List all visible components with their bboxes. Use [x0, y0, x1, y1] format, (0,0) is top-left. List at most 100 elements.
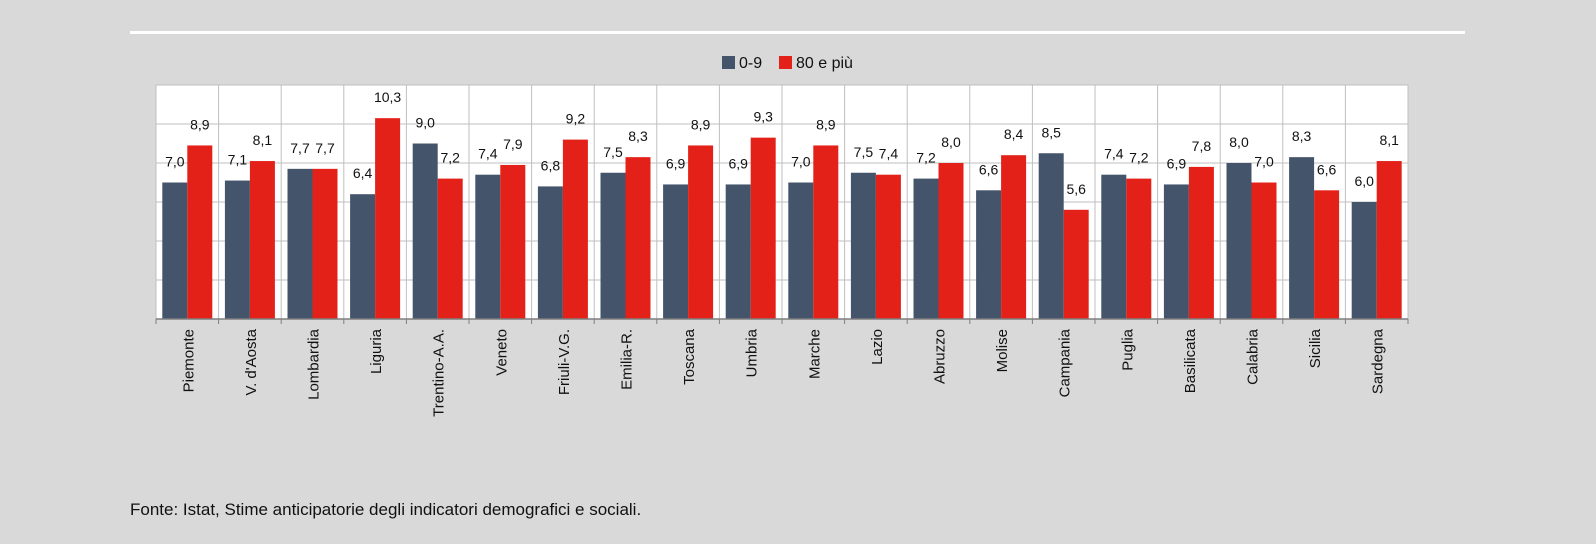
x-tick-label: Basilicata [1182, 328, 1199, 393]
x-tick-label: Trentino-A.A. [431, 329, 448, 417]
bar [224, 180, 250, 319]
bar [1314, 190, 1340, 319]
x-tick-label: Calabria [1245, 328, 1262, 385]
x-tick-label: Marche [806, 329, 823, 379]
bar [475, 174, 501, 319]
data-label: 7,0 [165, 154, 185, 170]
data-label: 8,5 [1041, 124, 1061, 140]
data-label: 8,9 [190, 116, 210, 132]
data-label: 7,8 [1192, 138, 1212, 154]
bar [750, 137, 776, 319]
data-label: 7,4 [1104, 146, 1124, 162]
data-label: 6,6 [979, 161, 999, 177]
x-tick-label: Sardegna [1370, 328, 1387, 394]
data-label: 6,9 [1167, 155, 1187, 171]
data-label: 6,8 [541, 157, 561, 173]
bar [249, 161, 275, 319]
bar [412, 143, 438, 319]
data-label: 7,0 [791, 154, 811, 170]
bar [600, 172, 626, 319]
data-label: 5,6 [1066, 181, 1086, 197]
bar [1126, 178, 1152, 319]
x-tick-label: Piemonte [180, 329, 197, 392]
data-label: 6,9 [728, 155, 748, 171]
data-label: 9,3 [753, 109, 773, 125]
data-label: 7,5 [854, 144, 874, 160]
data-label: 9,2 [566, 111, 586, 127]
x-tick-label: Emilia-R. [619, 329, 636, 390]
bar [1101, 174, 1127, 319]
bar [500, 164, 526, 319]
bar [1038, 153, 1064, 319]
data-label: 8,0 [941, 134, 961, 150]
data-label: 7,2 [440, 150, 460, 166]
data-label: 6,9 [666, 155, 686, 171]
x-tick-label: Toscana [681, 328, 698, 385]
bar [688, 145, 714, 319]
x-tick-label: Puglia [1119, 328, 1136, 370]
data-label: 8,0 [1229, 134, 1249, 150]
data-label: 7,5 [603, 144, 623, 160]
bar [1001, 155, 1027, 319]
bar [1226, 163, 1252, 319]
bar [875, 174, 901, 319]
data-label: 7,4 [879, 146, 899, 162]
x-tick-label: Abruzzo [932, 329, 949, 384]
data-label: 7,1 [228, 152, 248, 168]
x-tick-label: Lazio [869, 329, 886, 365]
bar [625, 157, 651, 319]
legend-swatch [779, 56, 792, 69]
x-tick-label: Umbria [744, 328, 761, 377]
data-label: 7,7 [315, 140, 335, 156]
bar-chart: 7,0 7,1 7,7 6,4 9,0 7,4 6,8 7,5 6,9 6,9 7,0 7,5 7,2 6… [155, 55, 1409, 417]
bar [938, 163, 964, 319]
bar [788, 182, 814, 319]
bar [375, 118, 401, 320]
legend-label: 80 e più [796, 55, 853, 72]
data-label: 10,3 [374, 89, 401, 105]
bar [1188, 166, 1214, 319]
bar [850, 172, 876, 319]
data-label: 8,3 [628, 128, 648, 144]
x-tick-label: Campania [1057, 328, 1074, 397]
data-label: 6,0 [1354, 173, 1374, 189]
x-tick-label: Sicilia [1307, 328, 1324, 368]
source-note: Fonte: Istat, Stime anticipatorie degli … [130, 500, 642, 519]
top-divider [130, 31, 1465, 34]
legend-swatch [722, 56, 735, 69]
bar [1376, 161, 1402, 319]
data-label: 7,0 [1254, 154, 1274, 170]
bar [1251, 182, 1277, 319]
bar [350, 194, 376, 319]
data-label: 8,9 [691, 116, 711, 132]
bar [162, 182, 188, 319]
bar [562, 139, 588, 319]
data-label: 8,4 [1004, 126, 1024, 142]
bar [437, 178, 463, 319]
data-label: 7,2 [1129, 150, 1149, 166]
bar [287, 168, 313, 319]
data-label: 8,9 [816, 116, 836, 132]
bar [312, 168, 338, 319]
data-label: 6,6 [1317, 161, 1337, 177]
data-label: 8,1 [1379, 132, 1399, 148]
bar [976, 190, 1002, 319]
data-label: 9,0 [415, 115, 435, 131]
bar [1351, 202, 1377, 319]
x-tick-label: Veneto [493, 329, 510, 376]
bar [663, 184, 689, 319]
x-tick-label: Molise [994, 329, 1011, 372]
bar [813, 145, 839, 319]
bar [1289, 157, 1315, 319]
data-label: 7,4 [478, 146, 498, 162]
data-label: 7,7 [290, 140, 310, 156]
x-tick-label: V. d'Aosta [243, 328, 260, 395]
x-tick-label: Liguria [368, 328, 385, 374]
bar [1163, 184, 1189, 319]
bar [1063, 209, 1089, 319]
legend-label: 0-9 [739, 55, 762, 72]
data-label: 7,2 [916, 150, 936, 166]
bar [725, 184, 751, 319]
data-label: 8,1 [253, 132, 273, 148]
bar [187, 145, 213, 319]
